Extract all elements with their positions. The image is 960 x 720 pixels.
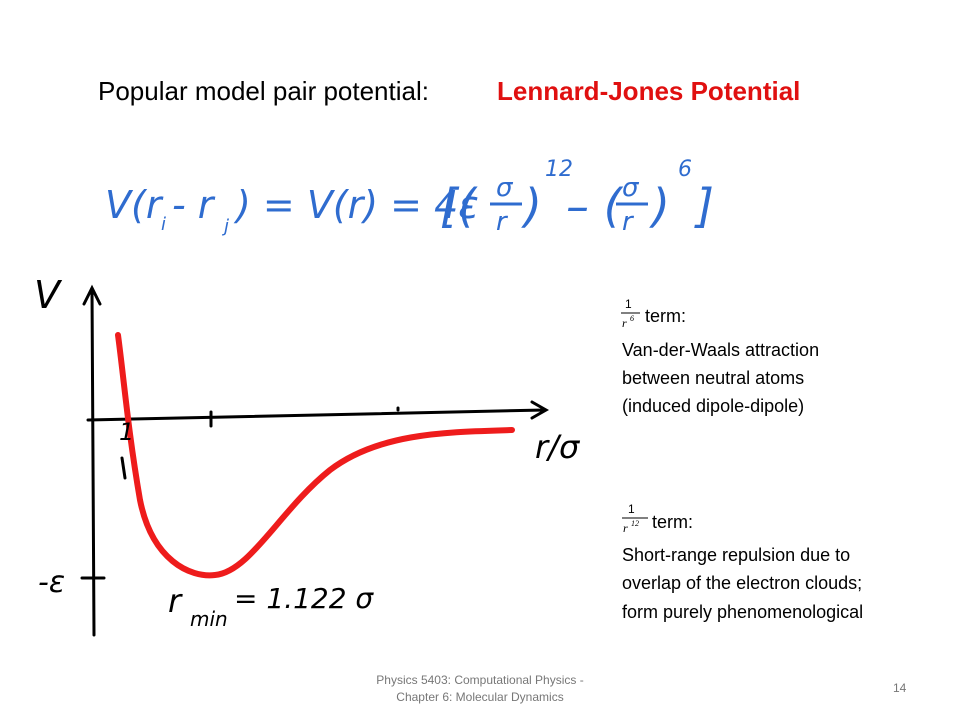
numerator: 1 bbox=[628, 502, 635, 516]
note-line: overlap of the electron clouds; bbox=[622, 573, 862, 593]
note-head: term: bbox=[652, 512, 693, 532]
eq-token: - r bbox=[172, 183, 216, 227]
rmin-sub: min bbox=[190, 607, 228, 631]
title-lead: Popular model pair potential: bbox=[98, 76, 429, 106]
x-ticks bbox=[209, 406, 400, 428]
power: 6 bbox=[630, 314, 634, 323]
eq-token: [( bbox=[440, 179, 478, 233]
x-axis bbox=[86, 400, 550, 422]
eq-token: r bbox=[622, 207, 635, 237]
note-line: (induced dipole-dipole) bbox=[622, 396, 804, 416]
note-line: form purely phenomenological bbox=[622, 602, 863, 622]
title-highlight: Lennard-Jones Potential bbox=[497, 76, 800, 106]
eq-token: j bbox=[221, 216, 229, 237]
eq-token: ) bbox=[649, 179, 670, 233]
note-line: between neutral atoms bbox=[622, 368, 804, 388]
eq-token: 6 bbox=[678, 157, 692, 182]
rmin-label: r bbox=[168, 582, 183, 620]
eq-token: – ( bbox=[566, 179, 624, 233]
note-line: Short-range repulsion due to bbox=[622, 545, 850, 565]
x-tick-mark bbox=[120, 456, 127, 480]
denominator: r bbox=[622, 316, 627, 330]
eq-token: σ bbox=[496, 173, 514, 203]
potential-curve bbox=[115, 332, 515, 579]
eq-token: ] bbox=[694, 179, 714, 233]
y-axis bbox=[82, 284, 102, 637]
y-tick-label: -ε bbox=[38, 565, 65, 600]
sketch bbox=[80, 284, 550, 637]
eq-token: ) bbox=[521, 179, 542, 233]
eq-token: σ bbox=[622, 173, 640, 203]
y-label: V bbox=[34, 273, 63, 317]
rmin-value: = 1.122 σ bbox=[234, 582, 374, 615]
power: 12 bbox=[631, 519, 639, 528]
denominator: r bbox=[623, 521, 628, 535]
note-1: 1 r 6 term: Van-der-Waals attraction bet… bbox=[621, 297, 819, 416]
eq-token: r bbox=[496, 207, 509, 237]
sketch-labels: V r/σ 1 -ε r min = 1.122 σ bbox=[34, 273, 581, 631]
equation: V(r i - r j ) = V(r) = 4ε [( σ r ) 12 – … bbox=[105, 157, 714, 237]
page-number: 14 bbox=[893, 681, 907, 695]
footer-line: Physics 5403: Computational Physics - bbox=[376, 673, 583, 687]
eq-token: i bbox=[161, 214, 166, 235]
footer-line: Chapter 6: Molecular Dynamics bbox=[396, 690, 563, 704]
x-label: r/σ bbox=[535, 428, 581, 466]
eq-token: V(r bbox=[105, 183, 164, 227]
note-head: term: bbox=[645, 306, 686, 326]
eq-token: 12 bbox=[545, 157, 573, 182]
note-line: Van-der-Waals attraction bbox=[622, 340, 819, 360]
note-2: 1 r 12 term: Short-range repulsion due t… bbox=[622, 502, 863, 622]
x-tick-label: 1 bbox=[119, 418, 134, 446]
eq-token: ) = V(r) = 4ε bbox=[233, 183, 479, 227]
numerator: 1 bbox=[625, 297, 632, 311]
